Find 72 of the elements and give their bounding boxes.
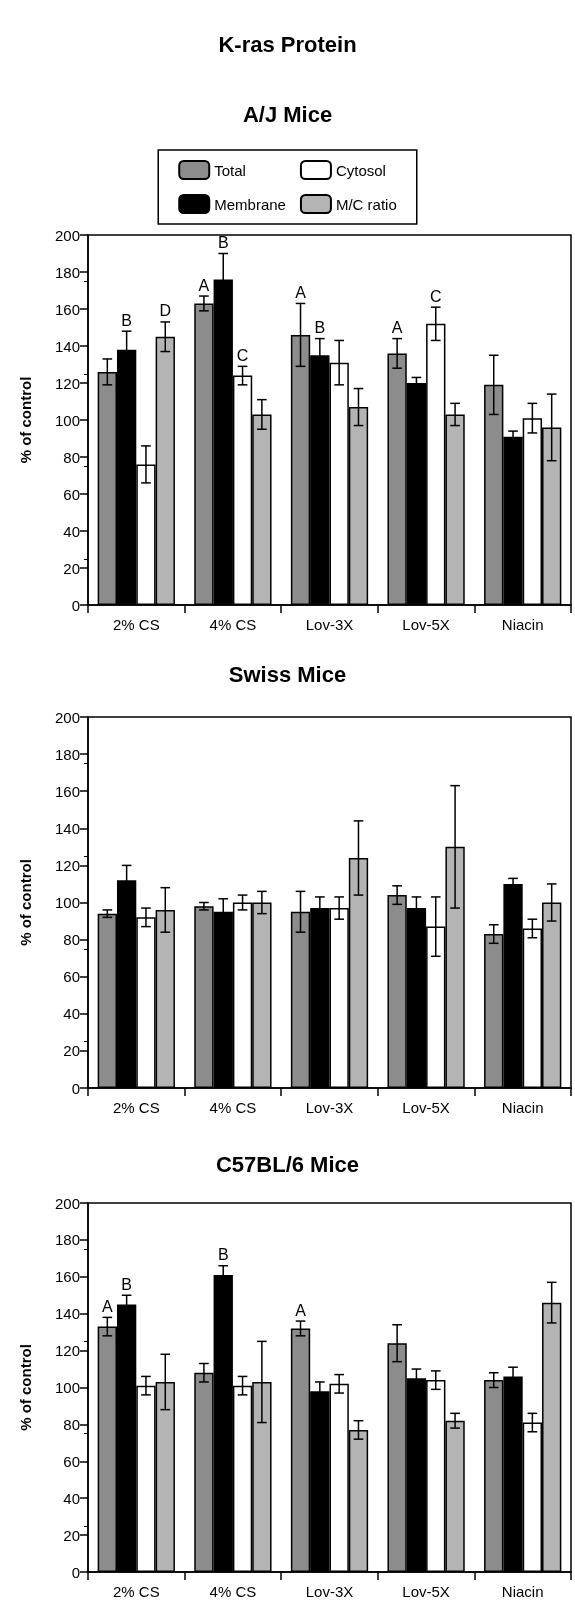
y-tick-label: 140 [54,337,80,355]
y-tick-label: 120 [54,856,80,874]
chart-title: C57BL/6 Mice [215,1151,360,1177]
y-tick-label: 200 [54,1194,80,1212]
x-tick-label: 2% CS [112,616,160,633]
x-tick-label: Lov-5X [402,616,450,633]
y-tick-label: 80 [63,931,80,949]
x-tick-label: Lov-5X [402,1099,450,1116]
y-tick-label: 40 [63,1489,80,1507]
x-tick-label: 2% CS [112,1583,160,1600]
y-axis-title: % of control [17,376,34,464]
y-tick-label: 80 [63,448,80,466]
annotation: D [159,302,172,320]
x-tick-label: Lov-3X [305,1583,354,1600]
y-tick-label: 100 [54,1379,80,1396]
y-tick-label: 60 [63,485,80,503]
x-tick-label: Lov-3X [305,1099,354,1116]
chart-title: Swiss Mice [228,661,347,687]
y-tick-label: 40 [63,1005,80,1023]
y-tick-label: 100 [54,894,80,911]
y-tick-label: 60 [63,968,80,986]
y-tick-label: 0 [71,1079,80,1097]
y-tick-label: 80 [63,1415,80,1433]
y-tick-label: 200 [54,708,80,726]
y-tick-label: 20 [63,1042,80,1060]
annotation: C [429,287,442,305]
y-axis-title: % of control [17,859,34,946]
legend-label: Membrane [214,195,286,213]
chart-title: K-ras Protein [218,31,357,57]
x-tick-label: Lov-5X [402,1583,450,1600]
x-tick-label: 4% CS [209,1583,257,1600]
x-tick-label: 4% CS [209,1099,257,1116]
y-tick-label: 200 [54,226,80,244]
y-tick-label: 20 [63,1526,80,1544]
y-tick-label: 0 [71,596,80,614]
y-tick-label: 120 [54,1342,80,1360]
y-tick-label: 180 [54,745,80,763]
y-tick-label: 100 [54,411,80,429]
annotation: A [101,1297,113,1315]
x-tick-label: 2% CS [112,1099,160,1116]
y-tick-label: 60 [63,1452,80,1470]
y-tick-label: 160 [54,1268,80,1286]
annotation: B [217,234,229,251]
annotation: B [217,1246,229,1264]
legend-label: M/C ratio [335,195,397,213]
annotation: A [295,283,307,301]
x-tick-label: Niacin [501,1099,544,1116]
x-tick-label: 4% CS [209,616,257,633]
y-tick-label: 140 [54,1305,80,1323]
y-tick-label: 40 [63,522,80,540]
x-tick-label: Lov-3X [305,616,354,633]
annotation: A [198,276,210,294]
annotation: A [295,1301,307,1319]
y-tick-label: 180 [54,1231,80,1249]
y-tick-label: 180 [54,263,80,281]
legend-label: Total [214,161,246,179]
chart-subtitle: A/J Mice [242,101,333,127]
annotation: B [121,311,132,329]
y-tick-label: 0 [71,1563,80,1581]
annotation: A [391,319,403,337]
y-tick-label: 160 [54,782,80,800]
y-tick-label: 140 [54,819,80,837]
x-tick-label: Niacin [501,616,544,633]
annotation: C [236,346,249,364]
y-tick-label: 20 [63,559,80,577]
legend-label: Cytosol [335,161,386,179]
y-tick-label: 120 [54,374,80,392]
y-axis-title: % of control [17,1344,34,1431]
annotation: B [121,1275,132,1293]
annotation: B [314,319,326,337]
x-tick-label: Niacin [501,1583,544,1600]
y-tick-label: 160 [54,300,80,318]
